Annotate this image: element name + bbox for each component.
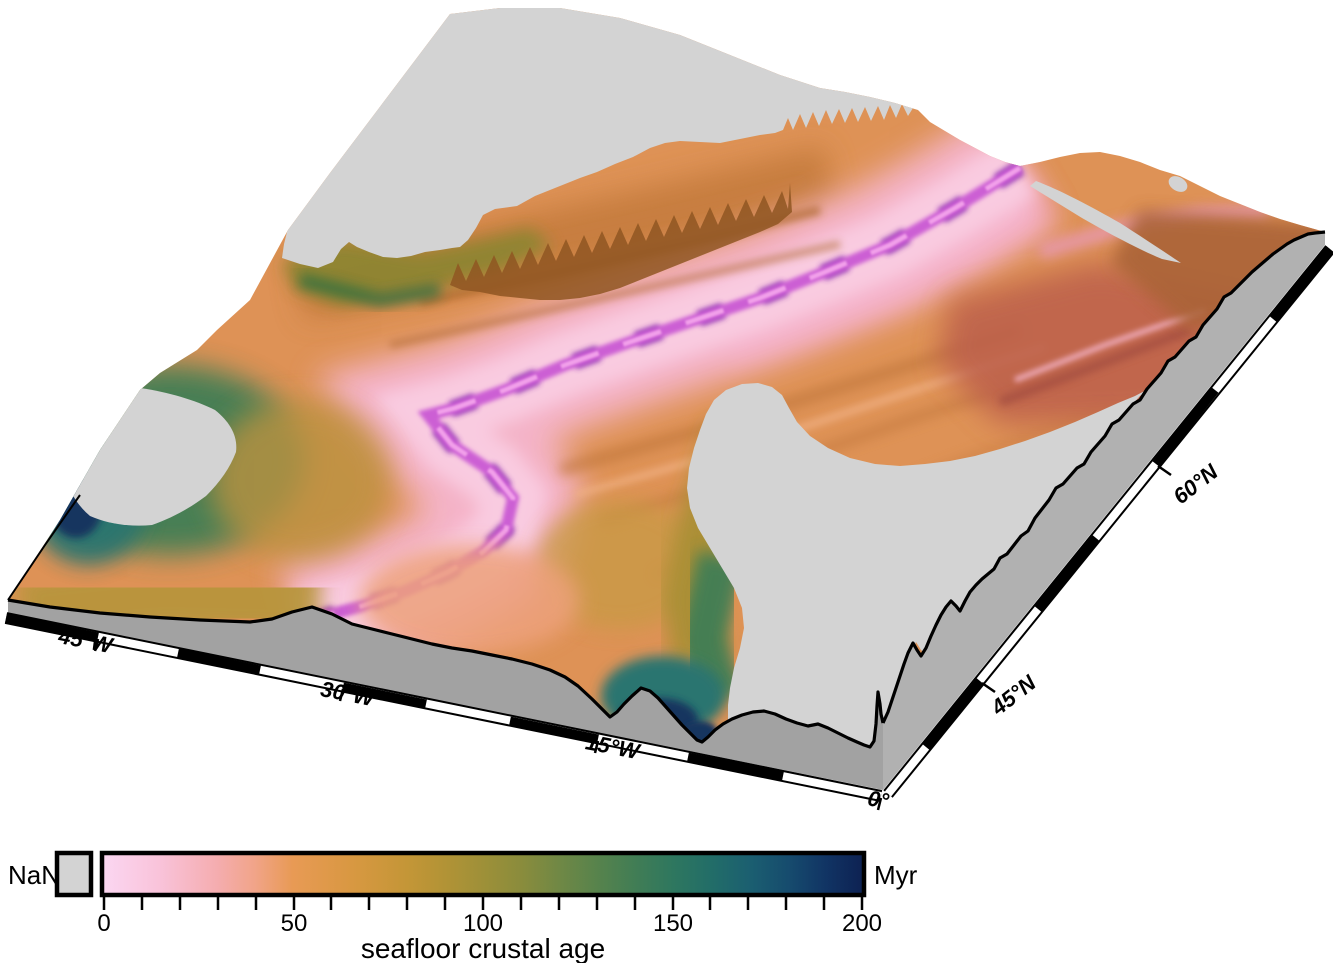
frame-seg: [5, 613, 99, 642]
west-edge-outline: [7, 494, 81, 601]
colorbar-tick-label: 200: [842, 910, 882, 937]
colorbar-tick-label: 100: [463, 910, 503, 937]
frame-seg: [687, 752, 784, 781]
y-tick-label: 60°N: [1168, 458, 1223, 509]
front-profile-outline: [7, 598, 885, 749]
nan-label: NaN: [8, 860, 60, 890]
frame-seg: [177, 648, 261, 675]
sw-olive-band: [16, 560, 321, 645]
colorbar-unit-label: Myr: [874, 860, 918, 890]
x-tick-label: 0°: [866, 785, 891, 813]
map-frame: [4, 245, 1333, 811]
colorbar-axis-label: seafloor crustal age: [361, 933, 605, 963]
colorbar-ticks: [102, 897, 864, 910]
right-wall: [883, 232, 1325, 790]
colorbar: NaN 0 50 100 150 200 Myr seafloor crusta…: [8, 850, 918, 963]
frame-seg: [509, 716, 599, 744]
greenland-shelf-green: [298, 273, 442, 308]
y-tick-label: 45°N: [986, 669, 1042, 720]
colorbar-gradient-bar: [99, 850, 867, 898]
colorbar-tick-label: 0: [97, 910, 110, 937]
greenland-coast-teeth: [450, 183, 792, 300]
frame-seg: [1152, 387, 1219, 467]
colorbar-tick-label: 150: [653, 910, 693, 937]
salmon-front-patch: [360, 545, 580, 655]
europe-landmass: [687, 383, 1150, 747]
frame-seg: [342, 682, 427, 709]
axis-tick-marks: [93, 464, 1172, 811]
frame-seg: [1269, 246, 1333, 322]
frame-seg: [922, 678, 984, 750]
nan-swatch: [54, 850, 94, 898]
frame-seg: [1034, 535, 1100, 612]
rose-ridge-streak: [998, 325, 1192, 407]
front-wall: [8, 600, 883, 790]
shelf-sliver-small: [1168, 176, 1188, 192]
right-profile-outline: [881, 230, 1326, 724]
gold-tan-patch: [210, 400, 390, 560]
colorbar-tick-label: 50: [281, 910, 308, 937]
flank-streak: [389, 240, 841, 349]
rose-ridge-highlight: [1014, 307, 1206, 383]
iceland-shelf-sliver: [1030, 181, 1181, 263]
